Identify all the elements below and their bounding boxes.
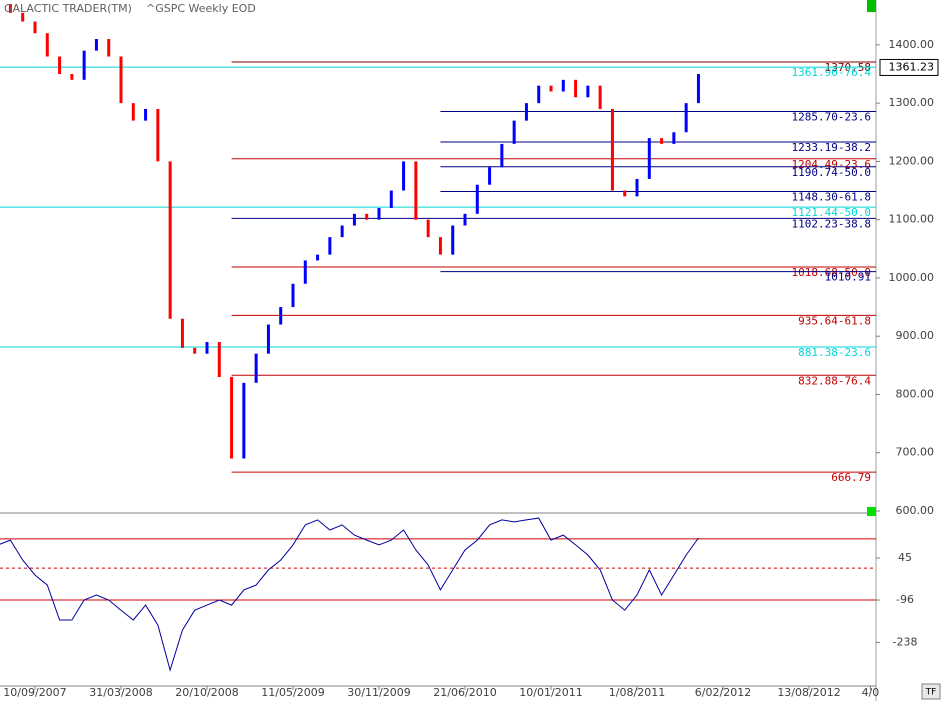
y-tick-label: 1200.00 xyxy=(889,154,935,167)
x-tick-label: 20/10/2008 xyxy=(175,686,238,699)
level-label: 1102.23-38.8 xyxy=(792,217,871,230)
app-title: GALACTIC TRADER(TM) xyxy=(4,2,132,15)
y-tick-label: 600.00 xyxy=(896,504,935,517)
x-tick-label: 21/06/2010 xyxy=(433,686,496,699)
level-label: 832.88-76.4 xyxy=(798,374,871,387)
x-tick-label: 6/02/2012 xyxy=(695,686,751,699)
level-label: 935.64-61.8 xyxy=(798,314,871,327)
indicator-line xyxy=(0,517,699,672)
level-label: 1010.91 xyxy=(825,271,871,284)
y-tick-label: 900.00 xyxy=(896,329,935,342)
x-tick-label: 13/08/2012 xyxy=(777,686,840,699)
y-tick-label: -238 xyxy=(893,635,918,648)
x-tick-label: 1/08/2011 xyxy=(609,686,665,699)
y-tick-label: 1400.00 xyxy=(889,38,935,51)
plot: 1400.00 1300.00 1200.00 1100.00 1000.00 900.0… xyxy=(0,4,939,699)
level-label: 1204.49-23.6 xyxy=(792,158,871,171)
level-label: 1361.90-76.4 xyxy=(792,66,872,79)
level-label: 1285.70-23.6 xyxy=(792,110,871,123)
marker xyxy=(867,507,876,516)
y-tick-label: 1000.00 xyxy=(889,271,935,284)
x-tick-label: 10/09/2007 xyxy=(3,686,66,699)
last-price-box xyxy=(879,58,939,76)
tf-button[interactable] xyxy=(921,683,941,700)
y-tick-label: -96 xyxy=(896,593,914,606)
x-tick-label: 10/01/2011 xyxy=(519,686,582,699)
marker xyxy=(867,0,876,12)
x-tick-label: 31/03/2008 xyxy=(89,686,152,699)
level-label: 881.38-23.6 xyxy=(798,346,871,359)
x-tick-label: 30/11/2009 xyxy=(347,686,410,699)
y-tick-label: 1300.00 xyxy=(889,96,935,109)
level-label: 1233.19-38.2 xyxy=(792,141,871,154)
level-label: 666.79 xyxy=(831,471,871,484)
y-tick-label: 800.00 xyxy=(896,387,935,400)
y-tick-label: 1100.00 xyxy=(889,213,935,226)
last-price-label: 1361.23 xyxy=(889,60,935,73)
symbol: ^GSPC Weekly EOD xyxy=(146,2,256,15)
x-tick-label: 11/05/2009 xyxy=(261,686,324,699)
level-label: 1121.44-50.0 xyxy=(792,206,871,219)
y-tick-label: 700.00 xyxy=(896,446,935,459)
x-tick-label: 4/0 xyxy=(862,686,880,699)
level-label: 1148.30-61.8 xyxy=(792,191,871,204)
level-label: 1018.68-50.0 xyxy=(792,266,871,279)
tf-label: TF xyxy=(925,688,937,698)
level-label: 1190.74-50.0 xyxy=(792,166,871,179)
y-tick-label: 45 xyxy=(898,551,912,564)
